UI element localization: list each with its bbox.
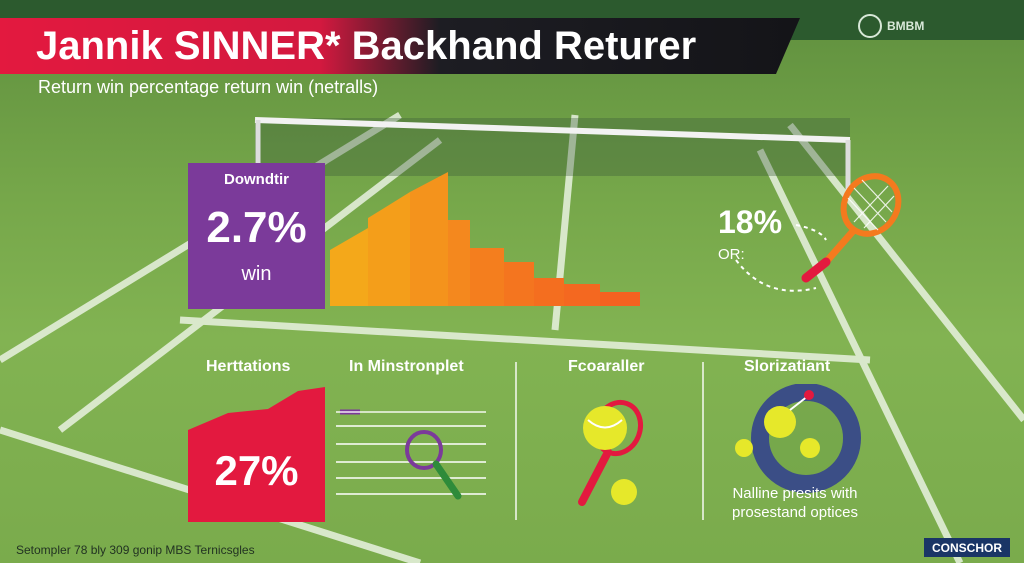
- title-banner: [0, 18, 800, 74]
- bar-shape: [534, 278, 564, 306]
- brand-badge: CONSCHOR: [924, 538, 1010, 557]
- tennis-racket-ball-icon: [578, 399, 644, 506]
- section-label-b: In Minstronplet: [349, 358, 464, 375]
- section-label-d: Slorizatiant: [744, 358, 831, 375]
- tennis-ball-icon: [611, 479, 637, 505]
- stat-panel-value: 2.7%: [206, 203, 307, 252]
- section-label-c: Fcoaraller: [568, 358, 645, 375]
- stat-panel-red: 27%: [188, 385, 325, 522]
- bar-shape: [564, 284, 600, 306]
- logo-circle-icon: [858, 14, 882, 38]
- section-label-a: Herttations: [206, 358, 291, 375]
- tennis-ball-icon: [735, 439, 753, 457]
- decorative-bars: [330, 172, 640, 306]
- stat-panel-downdtir: Downdtir 2.7% win: [188, 163, 325, 309]
- bar-shape: [368, 192, 410, 306]
- stat-value-right: 18%: [718, 204, 783, 240]
- bar-shape: [330, 228, 368, 306]
- stat-or-label: OR:: [718, 246, 745, 263]
- bar-shape: [470, 248, 504, 306]
- bar-shape: [410, 172, 448, 306]
- page-subtitle: Return win percentage return win (netral…: [38, 77, 379, 97]
- tennis-racket-icon: [735, 173, 902, 292]
- stat-panel-sub: win: [241, 263, 272, 285]
- tennis-racket-icon: [405, 430, 462, 500]
- note-text: Nalline presits with prosestand optices: [732, 485, 858, 521]
- donut-ring-icon: [735, 384, 861, 493]
- logo-text: BMBM: [887, 19, 925, 33]
- page-title: Jannik SINNER* Backhand Returer: [36, 24, 697, 68]
- line-chart-decoration: [336, 409, 486, 500]
- red-panel-shape: [188, 387, 325, 522]
- tennis-ball-icon: [800, 438, 820, 458]
- bar-shape: [600, 292, 640, 306]
- bar-shape: [504, 262, 534, 306]
- footer-credit: Setompler 78 bly 309 gonip MBS Ternicsgl…: [16, 543, 255, 557]
- bar-shape: [448, 220, 470, 306]
- stat-panel-value: 27%: [214, 447, 299, 494]
- tennis-net: [254, 117, 851, 190]
- broadcast-logo: BMBM: [858, 14, 954, 38]
- stat-panel-label: Downdtir: [224, 171, 289, 188]
- tennis-ball-icon: [764, 406, 796, 438]
